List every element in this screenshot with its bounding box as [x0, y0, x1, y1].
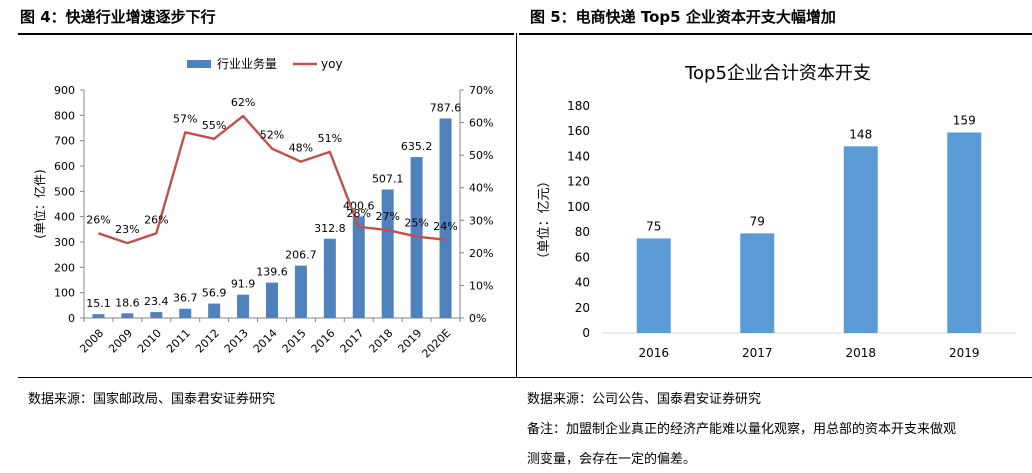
yoy-label: 57%: [173, 112, 197, 125]
right-chart-title: Top5企业合计资本开支: [684, 63, 871, 84]
yoy-label: 51%: [318, 132, 342, 145]
figure-5-top-rule: [519, 33, 1032, 35]
right-y-tick-label: 20%: [469, 247, 493, 260]
yoy-label: 48%: [289, 142, 313, 155]
y-tick-label: 80: [575, 225, 590, 239]
x-tick-label: 2019: [949, 346, 980, 360]
left-y-tick-label: 100: [54, 287, 75, 300]
capex-bar: [636, 238, 671, 333]
yoy-label: 27%: [375, 210, 399, 223]
yoy-label: 52%: [260, 129, 284, 142]
capex-bar-label: 148: [849, 127, 872, 141]
left-y-tick-label: 600: [54, 160, 75, 173]
volume-bar-label: 18.6: [115, 296, 140, 309]
yoy-label: 26%: [144, 213, 168, 226]
volume-bar: [179, 308, 192, 318]
legend-bar-swatch: [187, 60, 211, 68]
volume-bar: [150, 312, 163, 318]
figure-5-remark-line-1: 备注：加盟制企业真正的经济产能难以量化观察，用总部的资本开支来做观: [527, 422, 957, 437]
capex-bar-label: 159: [953, 113, 976, 127]
y-tick-label: 100: [567, 200, 590, 214]
legend-bar-label: 行业业务量: [217, 56, 277, 71]
volume-bar-label: 15.1: [86, 297, 111, 310]
volume-bar: [208, 303, 221, 318]
capex-bar: [843, 146, 878, 333]
volume-bar: [323, 238, 336, 318]
left-y-tick-label: 0: [68, 312, 75, 325]
figure-4-top-rule: [18, 33, 514, 35]
volume-bar: [92, 314, 105, 318]
volume-bar: [266, 282, 278, 318]
right-y-tick-label: 50%: [469, 149, 493, 162]
capex-bar-label: 75: [646, 219, 661, 233]
y-tick-label: 120: [567, 175, 590, 189]
volume-bar-label: 507.1: [372, 173, 404, 186]
volume-bar-label: 56.9: [202, 287, 227, 300]
y-tick-label: 60: [575, 250, 590, 264]
left-y-tick-label: 200: [54, 261, 75, 274]
right-y-tick-label: 0%: [469, 312, 486, 325]
figure-5-bottom-rule: [517, 377, 1032, 378]
yoy-line: [98, 114, 446, 245]
volume-bar: [294, 265, 307, 318]
left-y-tick-label: 500: [54, 185, 75, 198]
figure-divider: [516, 33, 517, 378]
right-y-tick-label: 40%: [469, 182, 493, 195]
figure-4-source: 数据来源：国家邮政局、国泰君安证券研究: [28, 392, 276, 407]
yoy-label: 28%: [347, 207, 371, 220]
volume-bar-label: 91.9: [231, 278, 256, 291]
left-y-tick-label: 400: [54, 211, 75, 224]
volume-bar-label: 312.8: [314, 222, 346, 235]
left-y-axis-label: (单位：亿件): [32, 169, 47, 238]
volume-bar: [237, 294, 250, 318]
volume-bar: [352, 216, 365, 318]
y-tick-label: 180: [567, 99, 590, 113]
right-y-tick-label: 10%: [469, 279, 493, 292]
capex-bar: [740, 233, 775, 333]
capex-bar: [947, 132, 982, 333]
left-y-tick-label: 800: [54, 109, 75, 122]
x-tick-label: 2018: [845, 346, 876, 360]
left-y-tick-label: 300: [54, 236, 75, 249]
y-tick-label: 140: [567, 149, 590, 163]
x-tick-label: 2017: [742, 346, 773, 360]
legend-line-label: yoy: [321, 57, 343, 71]
figure-5-source: 数据来源：公司公告、国泰君安证券研究: [527, 392, 762, 407]
yoy-label: 25%: [404, 217, 428, 230]
yoy-label: 23%: [115, 223, 139, 236]
yoy-label: 26%: [86, 213, 110, 226]
x-tick-label: 2016: [638, 346, 669, 360]
volume-bar-label: 206.7: [285, 249, 317, 262]
figure-5-remark-line-2: 测变量，会存在一定的偏差。: [527, 452, 697, 467]
yoy-label: 62%: [231, 96, 255, 109]
y-tick-label: 20: [575, 301, 590, 315]
volume-bar-label: 635.2: [401, 140, 433, 153]
left-y-tick-label: 900: [54, 84, 75, 97]
yoy-label: 55%: [202, 119, 226, 132]
y-tick-label: 0: [582, 326, 590, 340]
volume-bar-label: 23.4: [144, 295, 169, 308]
volume-bar-label: 36.7: [173, 292, 198, 305]
yoy-label: 24%: [433, 220, 457, 233]
y-tick-label: 40: [575, 276, 590, 290]
right-y-tick-label: 70%: [469, 84, 493, 97]
volume-bar: [121, 313, 134, 318]
right-y-tick-label: 60%: [469, 117, 493, 130]
volume-bar-label: 787.6: [430, 101, 462, 114]
figure-5-title: 图 5：电商快递 Top5 企业资本开支大幅增加: [530, 8, 836, 26]
volume-bar: [439, 118, 452, 318]
figure-4-title: 图 4：快递行业增速逐步下行: [20, 8, 216, 26]
y-axis-label: （单位：亿元）: [537, 174, 552, 265]
left-y-tick-label: 700: [54, 135, 75, 148]
volume-bar-label: 139.6: [256, 266, 288, 279]
capex-bar-label: 79: [750, 214, 765, 228]
right-y-tick-label: 30%: [469, 214, 493, 227]
figure-4-bottom-rule: [18, 377, 516, 378]
y-tick-label: 160: [567, 124, 590, 138]
volume-bar: [381, 189, 394, 318]
